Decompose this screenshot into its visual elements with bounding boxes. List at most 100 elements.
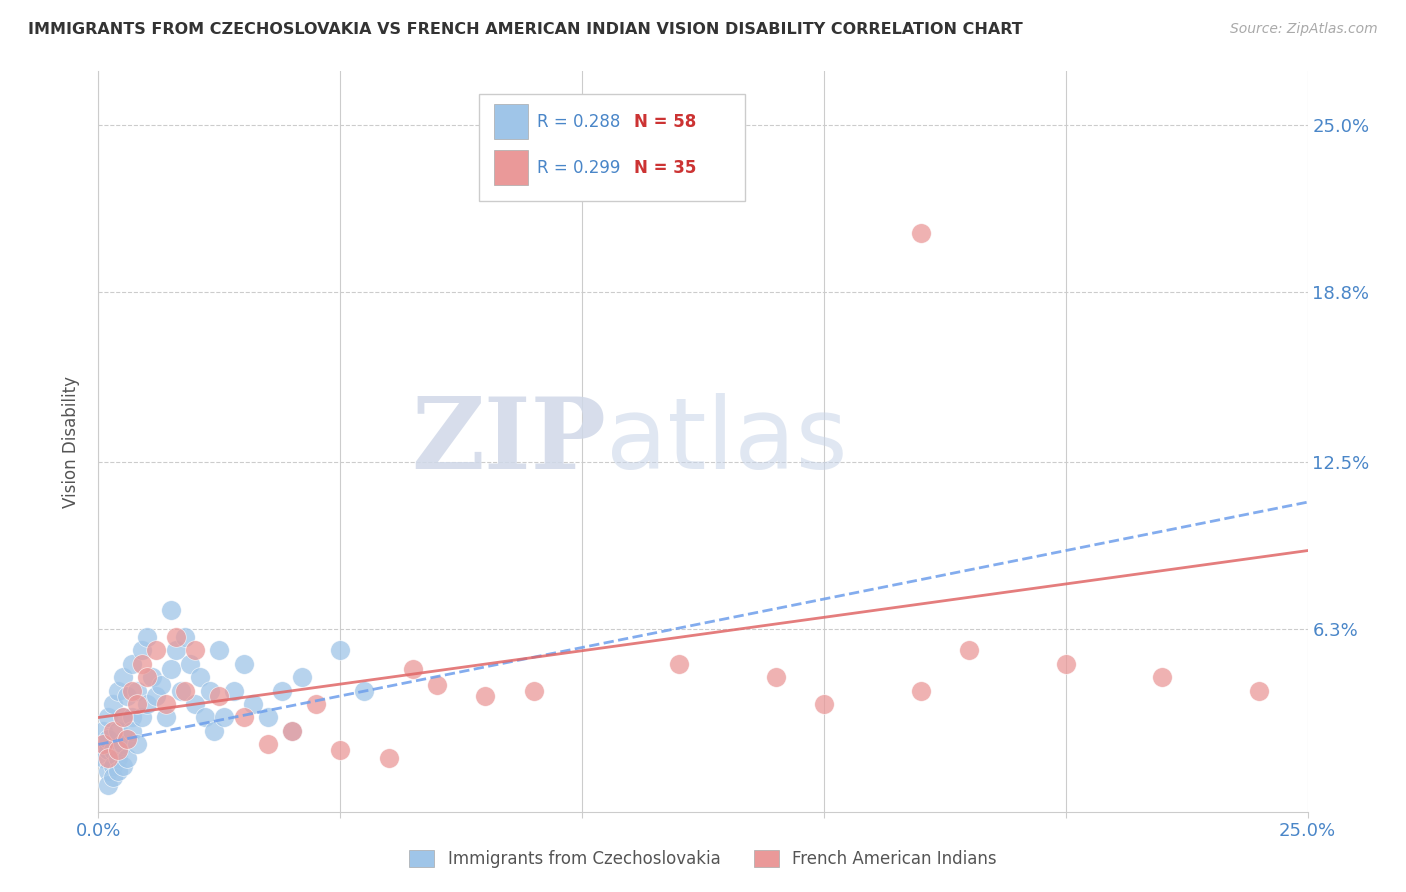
Text: N = 58: N = 58 [634, 112, 696, 131]
Point [232, 657, 254, 671]
Point [97, 732, 120, 747]
Point [101, 697, 124, 711]
Point [111, 710, 134, 724]
Point [101, 759, 124, 773]
Point [765, 670, 787, 684]
Point [97, 764, 120, 779]
Bar [494, 104, 527, 139]
Text: Source: ZipAtlas.com: Source: ZipAtlas.com [1230, 22, 1378, 37]
Point [121, 710, 143, 724]
Point [256, 710, 278, 724]
Text: ZIP: ZIP [412, 393, 606, 490]
Point [111, 759, 134, 773]
Point [281, 723, 304, 738]
Point [91, 751, 114, 765]
Point [426, 678, 449, 692]
Point [121, 683, 143, 698]
Point [232, 710, 254, 724]
Point [160, 662, 183, 676]
Point [910, 226, 932, 240]
Point [256, 738, 278, 752]
Point [174, 630, 197, 644]
Point [131, 657, 153, 671]
Point [353, 683, 375, 698]
Point [97, 751, 120, 765]
Point [668, 657, 690, 671]
Point [101, 743, 124, 757]
Point [184, 697, 207, 711]
Point [160, 603, 183, 617]
Point [179, 657, 201, 671]
Point [402, 662, 425, 676]
Point [208, 643, 231, 657]
Point [121, 657, 143, 671]
Point [198, 683, 221, 698]
Point [222, 683, 245, 698]
Point [111, 738, 134, 752]
Point [290, 670, 312, 684]
Point [329, 743, 352, 757]
Point [212, 710, 235, 724]
Point [101, 723, 124, 738]
Point [111, 670, 134, 684]
Point [135, 670, 157, 684]
Point [188, 670, 211, 684]
Point [194, 710, 217, 724]
Text: R = 0.299: R = 0.299 [537, 159, 620, 177]
Point [1054, 657, 1077, 671]
Y-axis label: Vision Disability: Vision Disability [62, 376, 80, 508]
Point [1249, 683, 1271, 698]
Point [208, 689, 231, 703]
Point [204, 723, 226, 738]
Text: R = 0.288: R = 0.288 [537, 112, 620, 131]
Point [329, 643, 352, 657]
Point [135, 697, 157, 711]
Text: IMMIGRANTS FROM CZECHOSLOVAKIA VS FRENCH AMERICAN INDIAN VISION DISABILITY CORRE: IMMIGRANTS FROM CZECHOSLOVAKIA VS FRENCH… [28, 22, 1024, 37]
Point [281, 723, 304, 738]
Point [127, 683, 149, 698]
Point [155, 697, 177, 711]
Point [107, 751, 129, 765]
Point [91, 738, 114, 752]
Point [242, 697, 264, 711]
Point [117, 689, 139, 703]
Point [127, 697, 149, 711]
Point [117, 751, 139, 765]
Point [1152, 670, 1174, 684]
Point [377, 751, 399, 765]
FancyBboxPatch shape [479, 94, 745, 201]
Point [145, 689, 167, 703]
Point [91, 738, 114, 752]
Legend: Immigrants from Czechoslovakia, French American Indians: Immigrants from Czechoslovakia, French A… [402, 843, 1004, 875]
Text: N = 35: N = 35 [634, 159, 696, 177]
Point [474, 689, 496, 703]
Point [135, 630, 157, 644]
Point [117, 732, 139, 747]
Point [165, 630, 187, 644]
Point [97, 778, 120, 792]
Point [91, 723, 114, 738]
Point [107, 723, 129, 738]
Point [97, 710, 120, 724]
Point [184, 643, 207, 657]
Point [131, 643, 153, 657]
Point [107, 683, 129, 698]
Text: atlas: atlas [606, 393, 848, 490]
Point [169, 683, 191, 698]
Point [121, 723, 143, 738]
Point [271, 683, 294, 698]
Point [131, 710, 153, 724]
Bar [494, 150, 527, 186]
Point [145, 643, 167, 657]
Point [165, 643, 187, 657]
Point [523, 683, 546, 698]
Point [117, 732, 139, 747]
Point [107, 743, 129, 757]
Point [957, 643, 980, 657]
Point [155, 710, 177, 724]
Point [127, 738, 149, 752]
Point [101, 770, 124, 784]
Point [305, 697, 328, 711]
Point [97, 743, 120, 757]
Point [111, 710, 134, 724]
